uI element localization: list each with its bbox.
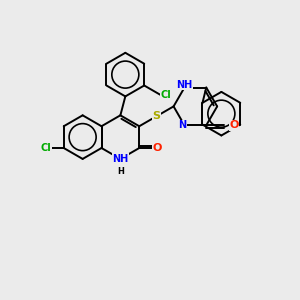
Text: O: O <box>152 143 162 153</box>
Text: N: N <box>178 120 187 130</box>
Text: NH: NH <box>176 80 193 90</box>
Text: Cl: Cl <box>40 143 51 153</box>
Text: S: S <box>152 111 160 121</box>
Text: Cl: Cl <box>161 90 172 100</box>
Text: H: H <box>117 167 124 176</box>
Text: O: O <box>229 120 239 130</box>
Text: NH: NH <box>112 154 128 164</box>
